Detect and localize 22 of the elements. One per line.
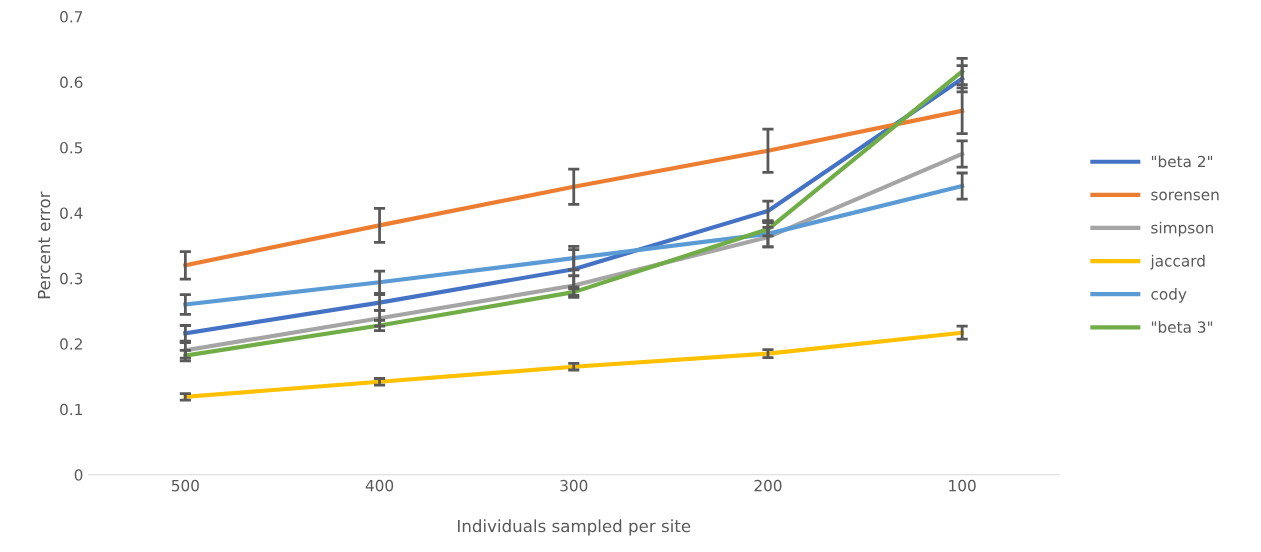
- legend-label: sorensen: [1151, 191, 1219, 201]
- x-tick-label: 500: [171, 479, 199, 492]
- y-tick-label: 0: [74, 469, 83, 481]
- legend-label: jaccard: [1150, 254, 1205, 270]
- y-tick-label: 0.7: [60, 11, 83, 23]
- line-series: [183, 183, 965, 307]
- x-tick-label: 400: [365, 479, 394, 492]
- legend-label: simpson: [1151, 221, 1213, 237]
- y-tick-label: 0.1: [60, 403, 82, 416]
- y-axis-title: Percent error: [37, 191, 51, 299]
- x-tick-label: 300: [560, 479, 588, 492]
- legend-label: "beta 2": [1151, 155, 1213, 168]
- y-tick-label: 0.3: [60, 272, 83, 285]
- y-tick-label: 0.2: [60, 338, 82, 350]
- y-tick-label: 0.4: [60, 207, 83, 219]
- y-tick-label: 0.5: [60, 141, 83, 154]
- x-tick-label: 200: [754, 479, 782, 492]
- x-axis-title: Individuals sampled per site: [458, 519, 691, 536]
- x-tick-label: 100: [949, 479, 976, 492]
- legend-label: cody: [1151, 287, 1187, 303]
- legend-label: "beta 3": [1151, 321, 1213, 333]
- y-tick-label: 0.6: [60, 76, 83, 89]
